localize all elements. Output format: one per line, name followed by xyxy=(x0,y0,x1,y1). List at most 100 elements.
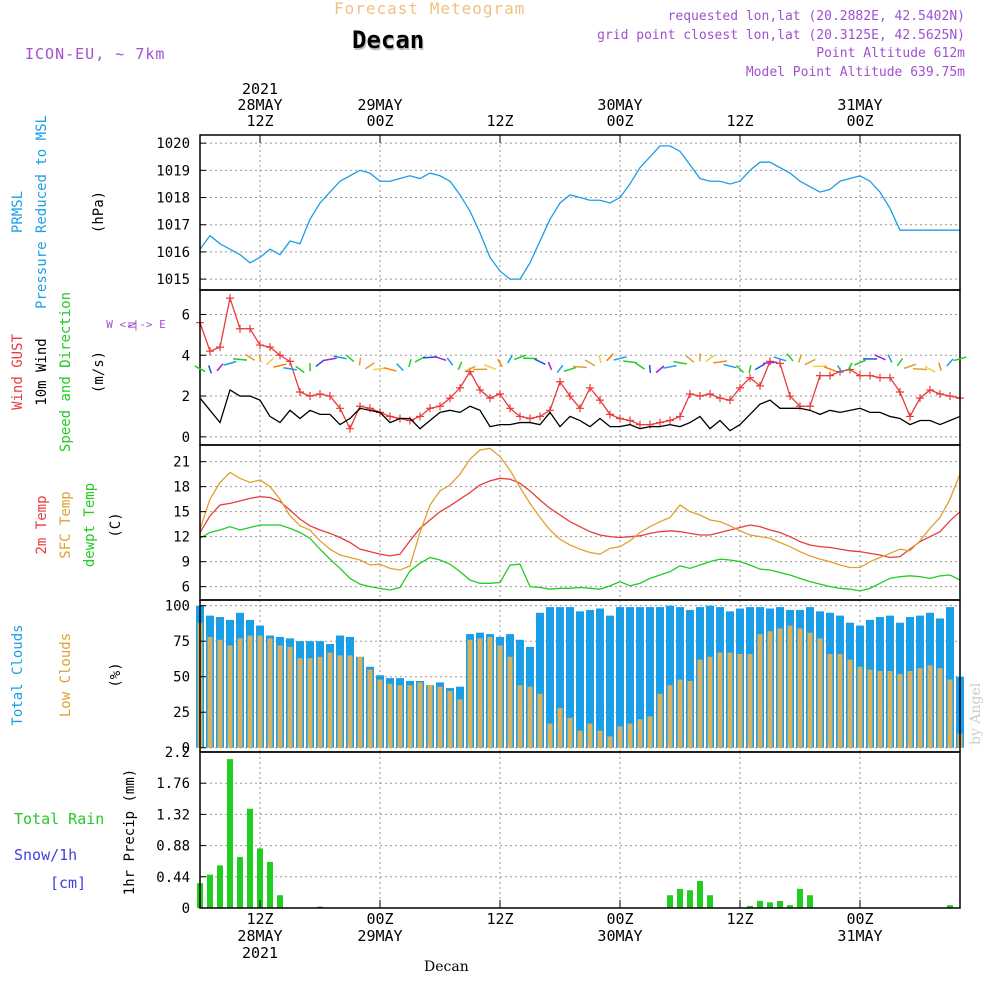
low-cloud-bar xyxy=(247,635,253,748)
total-cloud-bar xyxy=(566,607,574,748)
low-cloud-bar xyxy=(587,723,593,748)
top-axis-label: 30MAY xyxy=(597,96,642,114)
low-cloud-bar xyxy=(567,717,573,748)
gust-marker xyxy=(696,392,704,401)
total-cloud-bar xyxy=(676,607,684,748)
gust-marker xyxy=(736,383,744,392)
wind-direction-arrow xyxy=(606,353,614,362)
low-cloud-bar xyxy=(717,652,723,748)
rain-bar xyxy=(267,861,273,908)
total-cloud-bar xyxy=(556,607,564,748)
low-cloud-bar xyxy=(777,628,783,748)
y-tick-label: 6 xyxy=(182,580,190,596)
gust-marker xyxy=(346,424,354,433)
info-point-altitude: Point Altitude 612m xyxy=(816,46,965,61)
low-cloud-bar xyxy=(927,665,933,748)
total-cloud-bar xyxy=(686,609,694,748)
wind-direction-arrow xyxy=(507,355,513,364)
label-temp-unit: (C) xyxy=(108,512,124,537)
low-cloud-bar xyxy=(257,635,263,748)
rain-bar xyxy=(227,759,233,908)
gust-marker xyxy=(256,341,264,350)
y-tick-label: 1.76 xyxy=(156,776,190,792)
location-title: Decan xyxy=(352,26,425,54)
wind-direction-arrow xyxy=(836,365,844,374)
wind-direction-arrow xyxy=(847,362,853,371)
low-cloud-bar xyxy=(277,645,283,748)
rain-bar xyxy=(667,895,673,908)
total-cloud-bar xyxy=(656,607,664,748)
wind-direction-arrow xyxy=(333,355,347,360)
gust-marker xyxy=(716,394,724,403)
rain-bar xyxy=(807,895,813,908)
top-axis-label: 2021 xyxy=(242,80,278,98)
footer-location: Decan xyxy=(424,959,469,975)
low-cloud-bar xyxy=(227,645,233,748)
label-snow: Snow/1h xyxy=(14,846,77,864)
gust-marker xyxy=(456,383,464,392)
gust-marker xyxy=(206,347,214,356)
gust-marker xyxy=(776,359,784,368)
gust-marker xyxy=(276,351,284,360)
wind-direction-arrow xyxy=(273,363,287,368)
wind-direction-arrow xyxy=(705,354,715,363)
total-cloud-bar xyxy=(626,607,634,748)
label-10m-wind: 10m Wind xyxy=(34,338,50,405)
wind-direction-arrow xyxy=(938,362,942,371)
gust-marker xyxy=(926,385,934,394)
prmsl-line xyxy=(199,145,960,280)
low-cloud-bar xyxy=(727,652,733,748)
wind-direction-arrow xyxy=(233,357,247,361)
total-cloud-bar xyxy=(666,605,674,748)
dewpt-temp-line xyxy=(199,524,961,592)
y-tick-label: 1016 xyxy=(156,245,190,261)
gust-marker xyxy=(566,392,574,401)
info-model-altitude: Model Point Altitude 639.75m xyxy=(745,65,965,80)
low-cloud-bar xyxy=(347,655,353,748)
low-cloud-bar xyxy=(497,645,503,748)
y-tick-label: 2 xyxy=(182,389,190,405)
top-axis-label: 31MAY xyxy=(837,96,882,114)
wind-direction-arrow xyxy=(534,358,546,366)
low-cloud-bar xyxy=(427,685,433,748)
bottom-axis-label: 31MAY xyxy=(837,927,882,945)
low-cloud-bar xyxy=(457,699,463,748)
low-cloud-bar xyxy=(887,671,893,748)
gust-marker xyxy=(516,412,524,421)
y-tick-label: 2.2 xyxy=(165,745,190,761)
low-cloud-bar xyxy=(607,736,613,748)
total-cloud-bar xyxy=(546,607,554,748)
wind-direction-arrow xyxy=(383,366,397,372)
y-tick-label: 6 xyxy=(182,307,190,323)
low-cloud-bar xyxy=(787,625,793,748)
y-tick-label: 12 xyxy=(173,530,190,546)
label-prmsl: PRMSL xyxy=(10,191,26,233)
total-cloud-bar xyxy=(586,609,594,748)
wind-direction-arrow xyxy=(244,353,256,361)
label-pressure-msl: Pressure Reduced to MSL xyxy=(34,115,50,309)
low-cloud-bar xyxy=(577,730,583,748)
top-axis-label: 12Z xyxy=(486,112,513,130)
low-cloud-bar xyxy=(807,632,813,748)
low-cloud-bar xyxy=(667,685,673,748)
y-tick-label: 15 xyxy=(173,505,190,521)
gust-marker xyxy=(866,371,874,380)
wind-direction-arrow xyxy=(194,365,206,373)
wind-direction-arrow xyxy=(408,358,412,368)
gust-marker xyxy=(326,392,334,401)
bottom-axis-label: 30MAY xyxy=(597,927,642,945)
rain-bar xyxy=(247,808,253,908)
wind-direction-arrow xyxy=(635,362,645,370)
super-title: Forecast Meteogram xyxy=(334,0,526,18)
info-grid-lonlat: grid point closest lon,lat (20.3125E, 42… xyxy=(597,28,965,43)
rain-bar xyxy=(277,895,283,908)
wind-direction-arrow xyxy=(804,358,816,366)
gust-marker xyxy=(226,294,234,303)
y-tick-label: 0 xyxy=(182,741,190,757)
gust-marker xyxy=(766,357,774,366)
low-cloud-bar xyxy=(557,707,563,748)
wind-direction-arrow xyxy=(953,356,967,362)
bottom-axis-label: 2021 xyxy=(242,944,278,962)
low-cloud-bar xyxy=(657,693,663,748)
wind-direction-arrow xyxy=(763,361,777,365)
